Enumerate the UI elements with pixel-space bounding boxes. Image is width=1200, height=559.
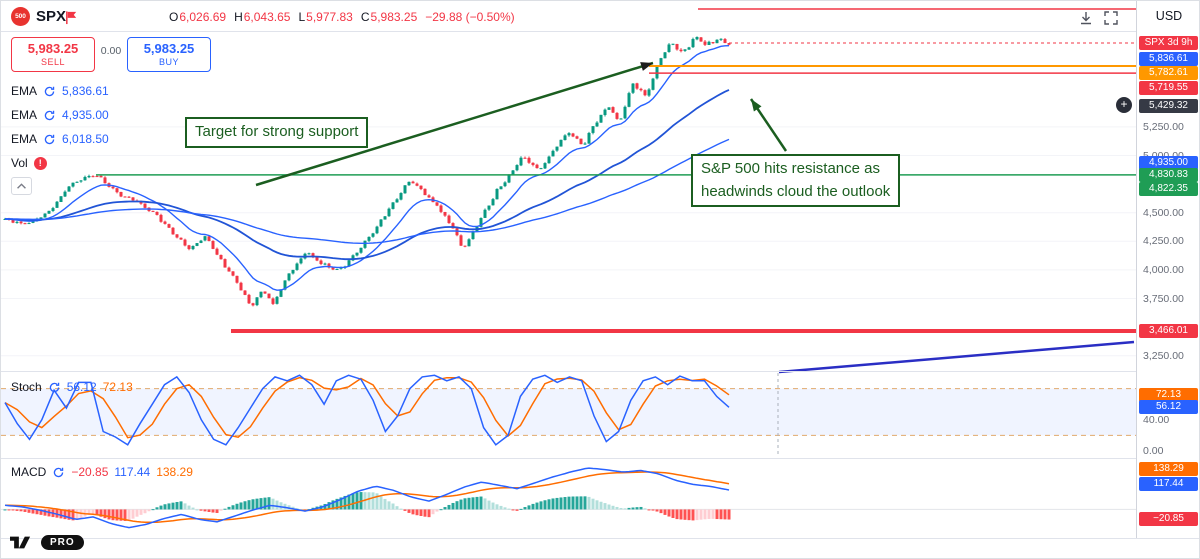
- tradingview-logo-icon: [10, 536, 31, 549]
- sell-button[interactable]: 5,983.25 SELL: [11, 37, 95, 72]
- ohlc-value: 5,983.25: [370, 10, 418, 24]
- ohlc-label: C: [360, 10, 370, 24]
- axis-price-badge: 5,429.32: [1139, 99, 1198, 113]
- grid: [1, 126, 1136, 357]
- sync-icon: [44, 86, 55, 96]
- pane-divider-macd[interactable]: [1, 458, 1199, 459]
- download-icon[interactable]: [1077, 9, 1095, 27]
- axis-price-badge: 5,836.61: [1139, 52, 1198, 66]
- ohlc-label: L: [298, 10, 306, 24]
- resistance-annotation-line1: S&P 500 hits resistance as: [701, 160, 880, 177]
- toolbar-divider: [1, 31, 1199, 32]
- spread-value: 0.00: [100, 45, 122, 57]
- ema-value: 5,836.61: [62, 84, 109, 98]
- ema-legend-3[interactable]: EMA 6,018.50: [11, 129, 109, 149]
- sell-label: SELL: [40, 57, 66, 67]
- axis-price-badge: −20.85: [1139, 512, 1198, 526]
- axis-tick: 5,250.00: [1143, 120, 1184, 133]
- ohlc-label: O: [169, 10, 179, 24]
- axis-price-badge: SPX 3d 9h: [1139, 36, 1198, 50]
- price-axis[interactable]: USD 5,250.005,000.004,500.004,250.004,00…: [1137, 1, 1199, 538]
- sync-icon: [44, 134, 55, 144]
- symbol-logo: 500: [11, 7, 30, 26]
- sell-price: 5,983.25: [27, 41, 79, 56]
- pane-divider-stoch[interactable]: [1, 371, 1199, 372]
- axis-price-badge: 4,935.00: [1139, 156, 1198, 170]
- axis-price-badge: 72.13: [1139, 387, 1198, 402]
- change-value: −29.88 (−0.50%): [425, 10, 515, 24]
- footer-logo: PRO: [10, 534, 84, 551]
- ema-value: 4,935.00: [62, 108, 109, 122]
- axis-price-badge: 4,830.83: [1139, 168, 1198, 182]
- axis-tick: 4,250.00: [1143, 235, 1184, 248]
- axis-price-badge: 117.44: [1139, 477, 1198, 491]
- buy-price: 5,983.25: [143, 41, 195, 56]
- axis-price-badge: 5,719.55: [1139, 81, 1198, 95]
- stoch-d-value: 72.13: [102, 380, 133, 394]
- resistance-annotation[interactable]: S&P 500 hits resistance as headwinds clo…: [691, 154, 901, 207]
- pro-badge: PRO: [41, 535, 84, 550]
- symbol-title[interactable]: SPX: [36, 8, 67, 25]
- axis-tick: 3,250.00: [1143, 349, 1184, 362]
- vol-label: Vol: [11, 156, 28, 170]
- sync-icon: [44, 110, 55, 120]
- vol-legend[interactable]: Vol !: [11, 153, 47, 173]
- ema-legend-2[interactable]: EMA 4,935.00: [11, 105, 109, 125]
- currency-label[interactable]: USD: [1155, 8, 1183, 23]
- price-axis-border: [1136, 1, 1137, 538]
- stoch-k-value: 56.12: [66, 380, 97, 394]
- resistance-annotation-line2: headwinds cloud the outlook: [701, 182, 891, 200]
- macd-pane: [1, 467, 1136, 529]
- stoch-legend[interactable]: Stoch 56.12 72.13: [11, 377, 133, 397]
- macd-line-value: 117.44: [114, 465, 151, 479]
- axis-price-badge: 3,466.01: [1139, 324, 1198, 338]
- flag-icon[interactable]: [64, 10, 79, 25]
- ema-value: 6,018.50: [62, 132, 109, 146]
- axis-tick: 40.00: [1143, 413, 1170, 426]
- main-price-pane: [3, 8, 1136, 374]
- axis-tick: 4,500.00: [1143, 206, 1184, 219]
- fullscreen-icon[interactable]: [1102, 9, 1120, 27]
- trade-panel: 5,983.25 SELL 0.00 5,983.25 BUY: [11, 37, 211, 72]
- warning-icon[interactable]: !: [33, 156, 47, 170]
- buy-button[interactable]: 5,983.25 BUY: [127, 37, 211, 72]
- macd-label: MACD: [11, 465, 47, 479]
- ema-label: EMA: [11, 84, 38, 98]
- sync-icon: [49, 382, 59, 392]
- ohlc-value: 6,043.65: [243, 10, 291, 24]
- plus-button[interactable]: +: [1116, 97, 1132, 113]
- support-annotation[interactable]: Target for strong support: [185, 117, 369, 148]
- axis-tick: 4,000.00: [1143, 263, 1184, 276]
- axis-tick: 0.00: [1143, 445, 1164, 457]
- axis-tick: 3,750.00: [1143, 292, 1184, 305]
- ohlc-label: H: [234, 10, 243, 24]
- stoch-label: Stoch: [11, 380, 42, 394]
- axis-price-badge: 56.12: [1139, 400, 1198, 415]
- macd-hist-value: −20.85: [71, 465, 109, 479]
- stoch-pane: [1, 373, 1136, 457]
- axis-price-badge: 5,782.61: [1139, 66, 1198, 80]
- ohlc-value: 5,977.83: [306, 10, 353, 24]
- ohlc-value: 6,026.69: [179, 10, 227, 24]
- ema-label: EMA: [11, 108, 38, 122]
- sync-icon: [54, 467, 64, 477]
- macd-signal-value: 138.29: [156, 465, 193, 479]
- macd-legend[interactable]: MACD −20.85 117.44 138.29: [11, 462, 193, 482]
- chevron-up-icon: [17, 182, 26, 189]
- axis-price-badge: 138.29: [1139, 462, 1198, 476]
- ema-legend-1[interactable]: EMA 5,836.61: [11, 81, 109, 101]
- buy-label: BUY: [158, 57, 179, 67]
- chart-canvas[interactable]: [1, 1, 1136, 538]
- bottom-divider: [1, 538, 1199, 539]
- ema-label: EMA: [11, 132, 38, 146]
- ohlc-readout: O6,026.69 H6,043.65 L5,977.83 C5,983.25 −29.…: [169, 10, 515, 24]
- axis-price-badge: 4,822.35: [1139, 182, 1198, 196]
- collapse-legend-button[interactable]: [11, 177, 32, 195]
